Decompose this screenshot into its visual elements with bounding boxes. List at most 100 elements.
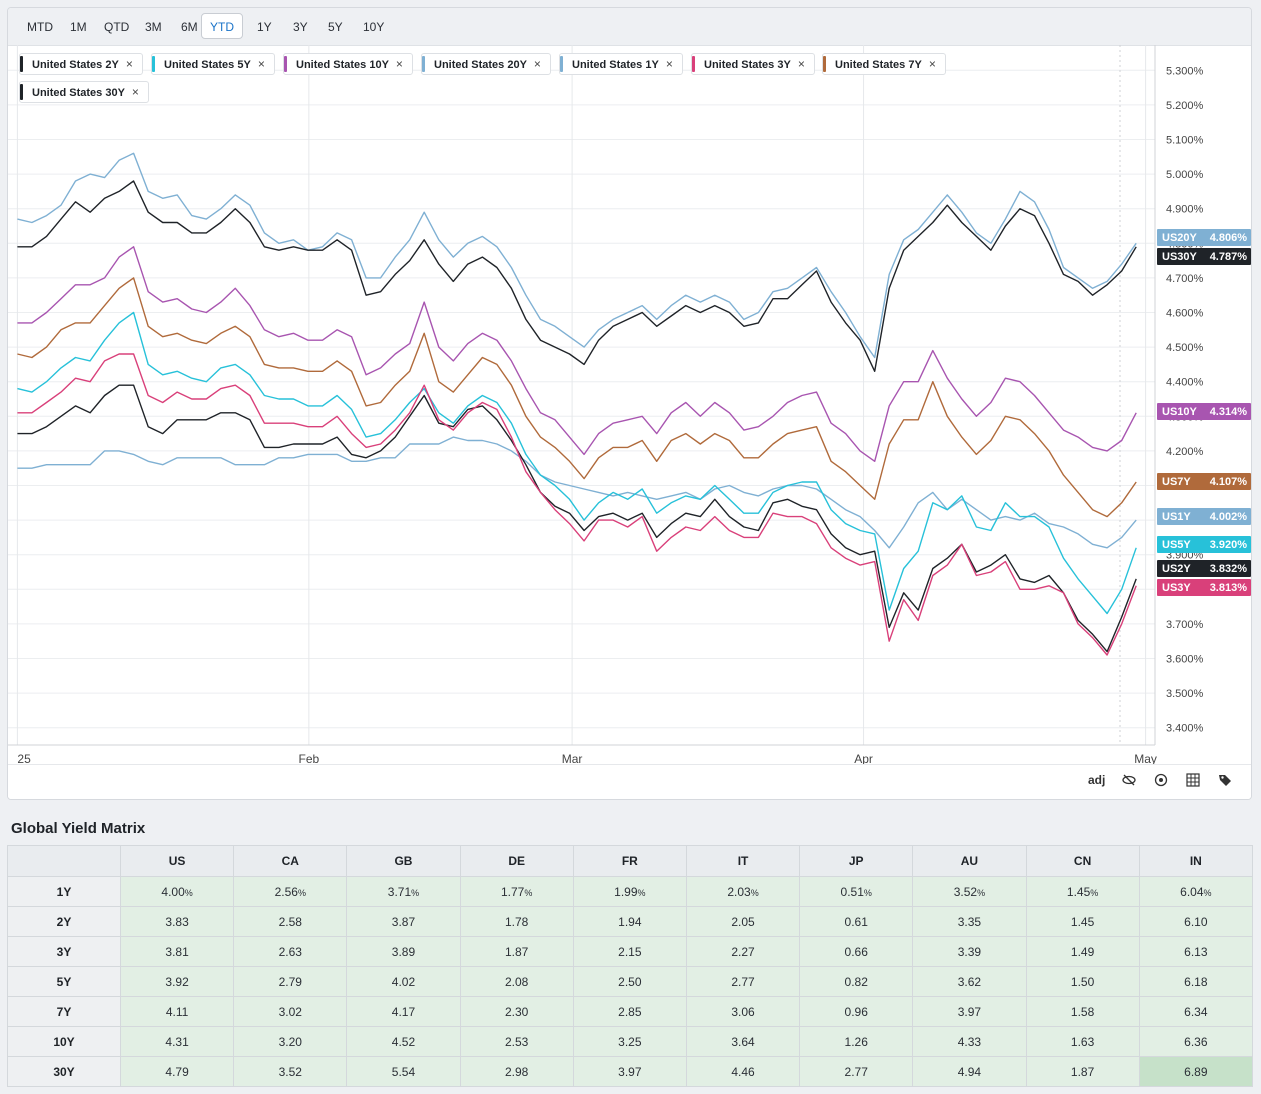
close-icon[interactable]: × <box>125 57 133 71</box>
range-button-mtd[interactable]: MTD <box>27 20 53 34</box>
matrix-col-header[interactable]: IT <box>685 845 801 877</box>
matrix-cell[interactable]: 2.05 <box>685 906 801 937</box>
legend-chip[interactable]: United States 30Y × <box>19 81 149 103</box>
matrix-cell[interactable]: 2.77 <box>799 1056 914 1087</box>
matrix-cell[interactable]: 4.31 <box>119 1026 235 1057</box>
range-button-3m[interactable]: 3M <box>145 20 162 34</box>
tag-icon[interactable] <box>1218 773 1232 790</box>
matrix-cell[interactable]: 2.53 <box>459 1026 574 1057</box>
close-icon[interactable]: × <box>928 57 936 71</box>
matrix-cell[interactable]: 6.04% <box>1138 876 1254 907</box>
matrix-cell[interactable]: 3.92 <box>119 966 235 997</box>
matrix-cell[interactable]: 1.45 <box>1025 906 1140 937</box>
matrix-cell[interactable]: 1.87 <box>459 936 574 967</box>
matrix-cell[interactable]: 1.94 <box>572 906 687 937</box>
matrix-col-header[interactable]: US <box>119 845 235 877</box>
matrix-cell[interactable]: 2.58 <box>233 906 348 937</box>
matrix-cell[interactable]: 2.30 <box>459 996 574 1027</box>
close-icon[interactable]: × <box>797 57 805 71</box>
matrix-cell[interactable]: 3.71% <box>346 876 461 907</box>
matrix-cell[interactable]: 4.52 <box>346 1026 461 1057</box>
legend-chip[interactable]: United States 2Y × <box>19 53 143 75</box>
matrix-cell[interactable]: 3.62 <box>912 966 1027 997</box>
matrix-cell[interactable]: 1.99% <box>572 876 687 907</box>
matrix-cell[interactable]: 3.81 <box>119 936 235 967</box>
matrix-cell[interactable]: 0.61 <box>799 906 914 937</box>
matrix-cell[interactable]: 1.77% <box>459 876 574 907</box>
matrix-cell[interactable]: 2.15 <box>572 936 687 967</box>
matrix-col-header[interactable]: CN <box>1025 845 1140 877</box>
matrix-cell[interactable]: 4.00% <box>119 876 235 907</box>
matrix-cell[interactable]: 3.83 <box>119 906 235 937</box>
matrix-col-header[interactable]: JP <box>799 845 914 877</box>
matrix-cell[interactable]: 2.56% <box>233 876 348 907</box>
matrix-cell[interactable]: 6.18 <box>1138 966 1254 997</box>
matrix-cell[interactable]: 5.54 <box>346 1056 461 1087</box>
matrix-cell[interactable]: 3.35 <box>912 906 1027 937</box>
matrix-cell[interactable]: 1.78 <box>459 906 574 937</box>
close-icon[interactable]: × <box>533 57 541 71</box>
adj-toggle[interactable]: adj <box>1088 773 1106 787</box>
matrix-cell[interactable]: 3.39 <box>912 936 1027 967</box>
legend-chip[interactable]: United States 5Y × <box>151 53 275 75</box>
matrix-cell[interactable]: 1.58 <box>1025 996 1140 1027</box>
matrix-cell[interactable]: 1.49 <box>1025 936 1140 967</box>
matrix-cell[interactable]: 1.87 <box>1025 1056 1140 1087</box>
matrix-cell[interactable]: 3.89 <box>346 936 461 967</box>
range-button-ytd[interactable]: YTD <box>201 13 243 39</box>
range-button-10y[interactable]: 10Y <box>363 20 385 34</box>
matrix-cell[interactable]: 0.82 <box>799 966 914 997</box>
matrix-cell[interactable]: 4.33 <box>912 1026 1027 1057</box>
matrix-cell[interactable]: 1.45% <box>1025 876 1140 907</box>
yield-chart[interactable]: 5.300%5.200%5.100%5.000%4.900%4.800%4.70… <box>8 45 1252 765</box>
close-icon[interactable]: × <box>395 57 403 71</box>
matrix-cell[interactable]: 2.50 <box>572 966 687 997</box>
matrix-cell[interactable]: 6.13 <box>1138 936 1254 967</box>
matrix-cell[interactable]: 0.96 <box>799 996 914 1027</box>
grid-icon[interactable] <box>1186 773 1200 790</box>
matrix-cell[interactable]: 2.85 <box>572 996 687 1027</box>
matrix-col-header[interactable]: GB <box>346 845 461 877</box>
matrix-cell[interactable]: 2.63 <box>233 936 348 967</box>
matrix-cell[interactable]: 2.77 <box>685 966 801 997</box>
matrix-col-header[interactable]: FR <box>572 845 687 877</box>
matrix-cell[interactable]: 3.52 <box>233 1056 348 1087</box>
matrix-col-header[interactable]: DE <box>459 845 574 877</box>
matrix-cell[interactable]: 3.97 <box>572 1056 687 1087</box>
close-icon[interactable]: × <box>131 85 139 99</box>
matrix-cell[interactable]: 2.03% <box>685 876 801 907</box>
matrix-cell[interactable]: 3.64 <box>685 1026 801 1057</box>
legend-chip[interactable]: United States 1Y × <box>559 53 683 75</box>
matrix-cell[interactable]: 2.27 <box>685 936 801 967</box>
matrix-cell[interactable]: 3.52% <box>912 876 1027 907</box>
matrix-cell[interactable]: 3.20 <box>233 1026 348 1057</box>
legend-chip[interactable]: United States 3Y × <box>691 53 815 75</box>
legend-chip[interactable]: United States 20Y × <box>421 53 551 75</box>
legend-chip[interactable]: United States 7Y × <box>822 53 946 75</box>
matrix-cell[interactable]: 6.10 <box>1138 906 1254 937</box>
matrix-cell[interactable]: 6.34 <box>1138 996 1254 1027</box>
matrix-cell[interactable]: 4.02 <box>346 966 461 997</box>
close-icon[interactable]: × <box>665 57 673 71</box>
matrix-cell[interactable]: 4.17 <box>346 996 461 1027</box>
matrix-cell[interactable]: 6.36 <box>1138 1026 1254 1057</box>
matrix-cell[interactable]: 4.11 <box>119 996 235 1027</box>
matrix-cell[interactable]: 1.63 <box>1025 1026 1140 1057</box>
close-icon[interactable]: × <box>257 57 265 71</box>
range-button-6m[interactable]: 6M <box>181 20 198 34</box>
matrix-cell[interactable]: 1.26 <box>799 1026 914 1057</box>
range-button-3y[interactable]: 3Y <box>293 20 308 34</box>
matrix-col-header[interactable]: IN <box>1138 845 1254 877</box>
matrix-cell[interactable]: 4.79 <box>119 1056 235 1087</box>
matrix-cell[interactable]: 3.02 <box>233 996 348 1027</box>
matrix-col-header[interactable]: CA <box>233 845 348 877</box>
matrix-cell[interactable]: 2.08 <box>459 966 574 997</box>
matrix-cell[interactable]: 4.46 <box>685 1056 801 1087</box>
range-button-qtd[interactable]: QTD <box>104 20 130 34</box>
matrix-cell[interactable]: 3.87 <box>346 906 461 937</box>
matrix-cell[interactable]: 2.98 <box>459 1056 574 1087</box>
matrix-cell[interactable]: 0.66 <box>799 936 914 967</box>
matrix-cell[interactable]: 3.97 <box>912 996 1027 1027</box>
matrix-col-header[interactable]: AU <box>912 845 1027 877</box>
matrix-cell[interactable]: 0.51% <box>799 876 914 907</box>
